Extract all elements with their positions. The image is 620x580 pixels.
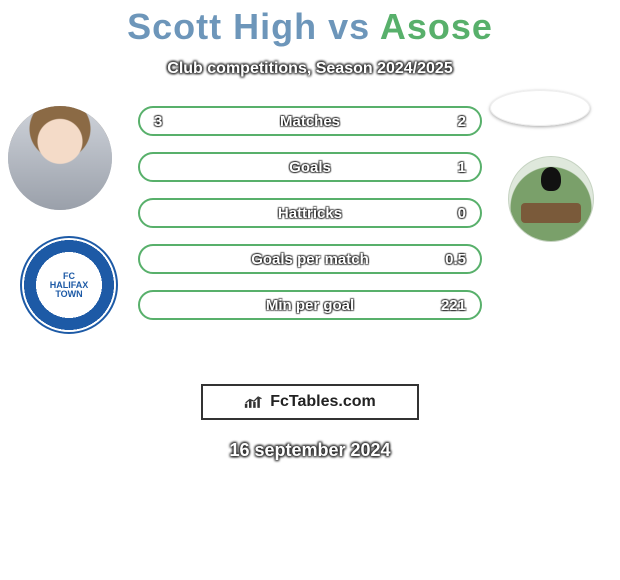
brand-chart-icon	[244, 394, 264, 410]
title-player2: Asose	[380, 6, 493, 47]
page-title: Scott High vs Asose	[0, 6, 620, 48]
stat-row: Hattricks0	[138, 198, 482, 228]
stat-label: Min per goal	[194, 297, 426, 314]
stat-row: 3Matches2	[138, 106, 482, 136]
stat-row: Goals1	[138, 152, 482, 182]
stat-right-value: 0	[426, 205, 466, 222]
player2-avatar-placeholder	[490, 90, 590, 126]
subtitle: Club competitions, Season 2024/2025	[0, 60, 620, 78]
player1-avatar-graphic	[8, 106, 112, 210]
crest-text: FCHALIFAXTOWN	[50, 272, 89, 299]
player2-club-crest-icon	[508, 156, 594, 242]
generated-date: 16 september 2024	[0, 440, 620, 461]
stat-bars: 3Matches2 Goals1 Hattricks0 Goals per match…	[138, 106, 482, 336]
stat-label: Goals	[194, 159, 426, 176]
brand-badge: FcTables.com	[201, 384, 419, 420]
stat-right-value: 0.5	[426, 251, 466, 268]
title-vs: vs	[328, 6, 370, 47]
title-player1: Scott High	[127, 6, 317, 47]
player1-avatar	[8, 106, 112, 210]
stat-row: Min per goal221	[138, 290, 482, 320]
comparison-card: Scott High vs Asose Club competitions, S…	[0, 0, 620, 580]
stat-right-value: 221	[426, 297, 466, 314]
brand-text: FcTables.com	[270, 393, 376, 411]
stat-label: Goals per match	[194, 251, 426, 268]
stat-row: Goals per match0.5	[138, 244, 482, 274]
player1-club-crest-icon: FCHALIFAXTOWN	[20, 236, 118, 334]
stat-right-value: 2	[426, 113, 466, 130]
stat-label: Matches	[194, 113, 426, 130]
stat-left-value: 3	[154, 113, 194, 130]
stat-stage: FCHALIFAXTOWN 3Matches2 Goals1 Hattricks0 G…	[0, 106, 620, 366]
stat-right-value: 1	[426, 159, 466, 176]
stat-label: Hattricks	[194, 205, 426, 222]
